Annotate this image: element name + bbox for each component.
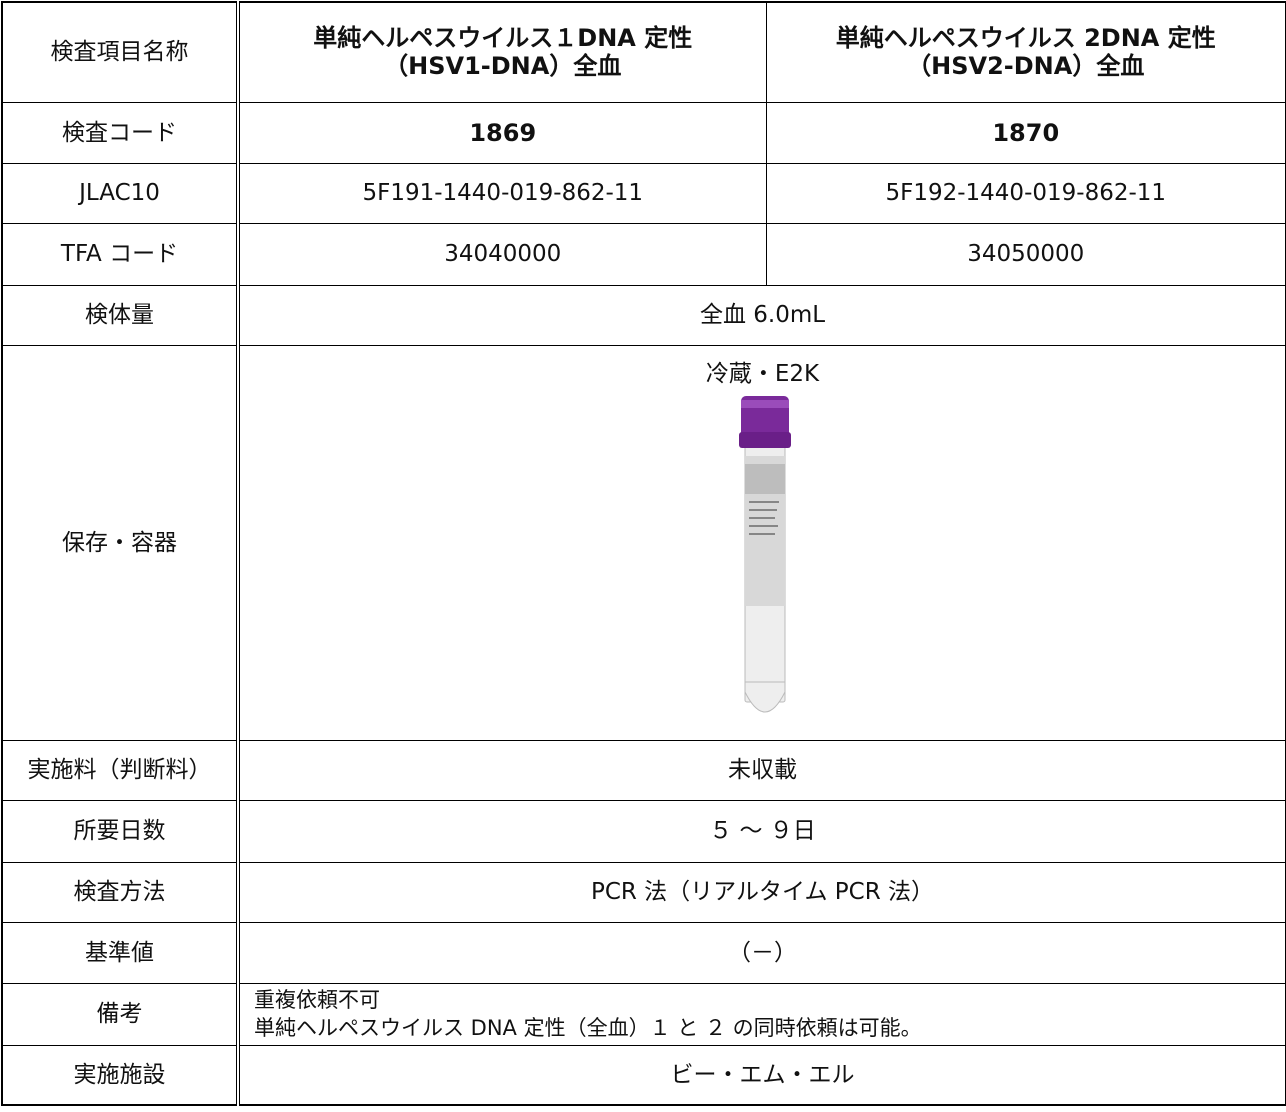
cell-text: 5F192-1440-019-862-11 (885, 180, 1167, 206)
cell-text: ビー・エム・エル (670, 1061, 855, 1088)
cell-text: （HSV2-DNA）全血 (907, 52, 1145, 81)
cell-text: 重複依頼不可 (254, 988, 380, 1012)
cell-text: 5F191-1440-019-862-11 (362, 180, 644, 206)
row-label: 検査項目名称 (1, 1, 240, 103)
table-row: 検査方法 PCR 法（リアルタイム PCR 法） (1, 861, 1286, 923)
cell-text: ５ ～ ９日 (709, 818, 816, 844)
row-label: 検体量 (1, 284, 240, 346)
cell: 未収載 (237, 739, 1286, 801)
table-row: 検査項目名称 単純ヘルペスウイルス１DNA 定性 （HSV1-DNA）全血 単純ヘルペ… (1, 1, 1286, 103)
cell-text: 1869 (469, 118, 537, 147)
cell-text: （HSV1-DNA）全血 (384, 52, 622, 81)
table-row: 実施施設 ビー・エム・エル (1, 1044, 1286, 1106)
table-row: 検体量 全血 6.0mL (1, 284, 1286, 346)
cell: 34050000 (765, 222, 1286, 286)
row-label: 検査方法 (1, 861, 240, 923)
cell-text: PCR 法（リアルタイム PCR 法） (590, 879, 935, 905)
cell-text: 単純ヘルペスウイルス１DNA 定性 (313, 24, 693, 53)
table-row: 検査コード 1869 1870 (1, 101, 1286, 164)
cell: 5F192-1440-019-862-11 (765, 162, 1286, 224)
cell: （－） (237, 921, 1286, 984)
row-label: 実施料（判断料） (1, 739, 240, 801)
row-label: 検査コード (1, 101, 240, 164)
cell: 重複依頼不可単純ヘルペスウイルス DNA 定性（全血）１ と ２ の同時依頼は可… (237, 982, 1286, 1046)
row-label: 実施施設 (1, 1044, 240, 1106)
row-label: 基準値 (1, 921, 240, 984)
row-label: 所要日数 (1, 799, 240, 863)
table-row: TFA コード 34040000 34050000 (1, 222, 1286, 286)
cell: 冷蔵・E2K (237, 344, 1286, 741)
cell: 単純ヘルペスウイルス１DNA 定性 （HSV1-DNA）全血 (237, 1, 767, 103)
table-row: 所要日数 ５ ～ ９日 (1, 799, 1286, 863)
table-row: 実施料（判断料） 未収載 (1, 739, 1286, 801)
blood-tube-image (738, 395, 791, 712)
row-label: 備考 (1, 982, 240, 1046)
cell-text: 単純ヘルペスウイルス 2DNA 定性 (835, 24, 1216, 53)
cell: 1869 (237, 101, 767, 164)
cell: 1870 (765, 101, 1286, 164)
cell: PCR 法（リアルタイム PCR 法） (237, 861, 1286, 923)
cell-text: 未収載 (728, 757, 797, 783)
cell-text: 1870 (992, 118, 1060, 147)
cell-text: 全血 6.0mL (699, 302, 826, 328)
cell: 単純ヘルペスウイルス 2DNA 定性 （HSV2-DNA）全血 (765, 1, 1286, 103)
cell-text: 冷蔵・E2K (705, 360, 820, 387)
cell: ビー・エム・エル (237, 1044, 1286, 1106)
cell: 全血 6.0mL (237, 284, 1286, 346)
cell: ５ ～ ９日 (237, 799, 1286, 863)
cell-text: （－） (728, 939, 797, 966)
row-label: JLAC10 (1, 162, 240, 224)
cell-text: 34050000 (967, 241, 1085, 267)
table-row: 基準値 （－） (1, 921, 1286, 984)
cell: 5F191-1440-019-862-11 (237, 162, 767, 224)
table-row: 備考 重複依頼不可単純ヘルペスウイルス DNA 定性（全血）１ と ２ の同時依頼… (1, 982, 1286, 1046)
table-row: JLAC10 5F191-1440-019-862-11 5F192-1440-01… (1, 162, 1286, 224)
row-label: TFA コード (1, 222, 240, 286)
cell-text: 単純ヘルペスウイルス DNA 定性（全血）１ と ２ の同時依頼は可能。 (254, 1016, 922, 1040)
cell-text: 34040000 (444, 241, 562, 267)
table-row: 保存・容器 冷蔵・E2K (1, 344, 1286, 741)
cell: 34040000 (237, 222, 767, 286)
row-label: 保存・容器 (1, 344, 240, 741)
